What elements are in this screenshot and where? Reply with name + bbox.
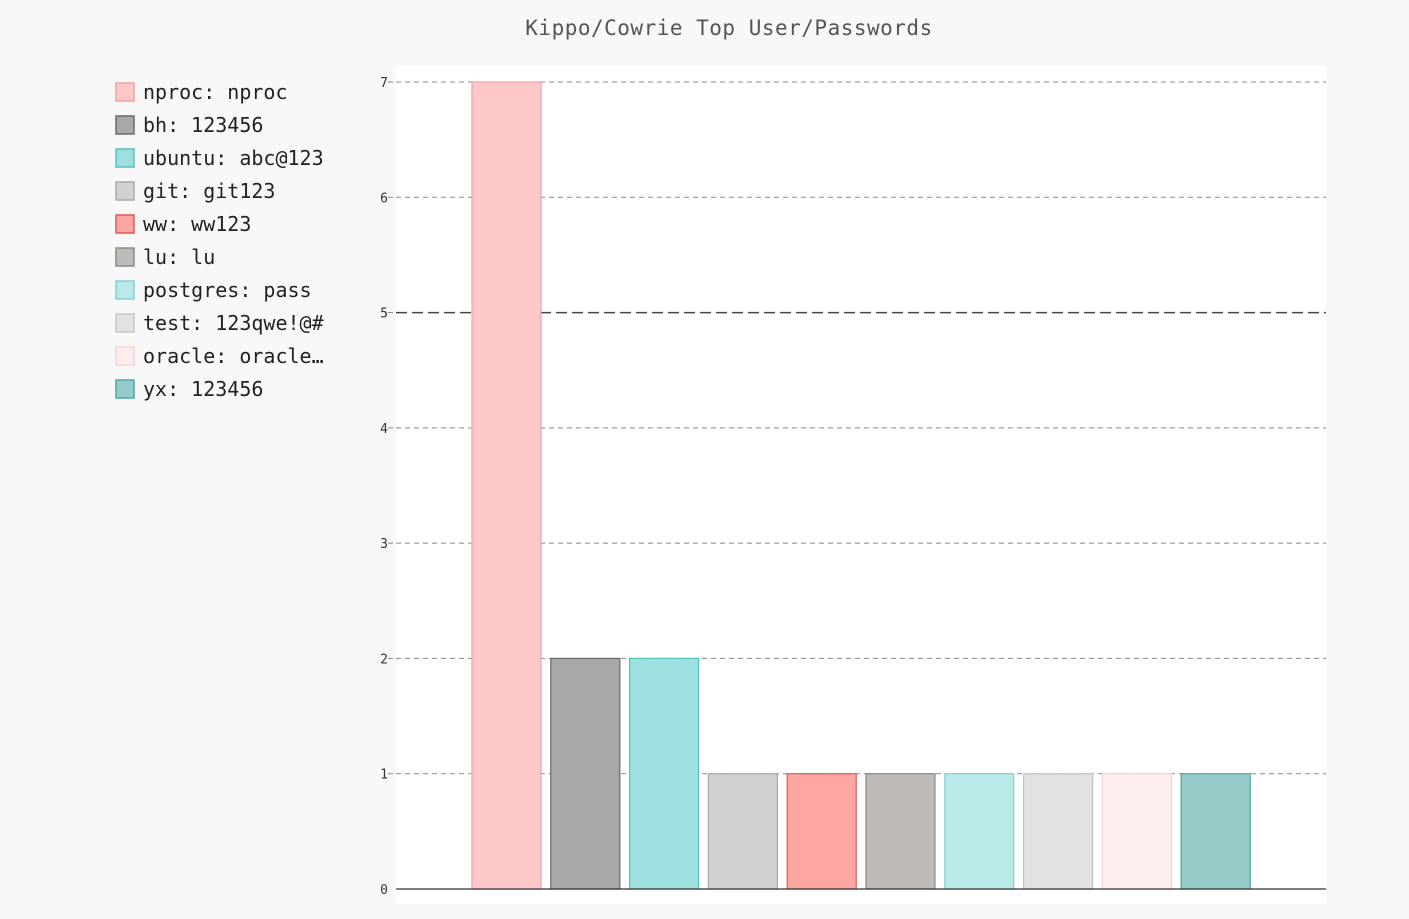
legend-label: oracle: oracle… — [143, 344, 324, 368]
legend-swatch — [115, 148, 135, 168]
legend-swatch — [115, 379, 135, 399]
bar — [865, 773, 936, 890]
legend-swatch — [115, 280, 135, 300]
bar — [1180, 773, 1251, 890]
legend-label: ubuntu: abc@123 — [143, 146, 324, 170]
bar — [550, 657, 621, 890]
legend: nproc: nproc bh: 123456 ubuntu: abc@123 git… — [115, 80, 324, 401]
bar — [1022, 773, 1094, 890]
legend-swatch — [115, 346, 135, 366]
bar — [707, 773, 779, 890]
legend-label: bh: 123456 — [143, 113, 263, 137]
y-tick-label: 1 — [380, 768, 388, 783]
legend-swatch — [115, 214, 135, 234]
legend-swatch — [115, 115, 135, 135]
bar — [1101, 773, 1173, 890]
axes: 0 1 2 3 4 5 6 7 — [380, 76, 1326, 898]
chart-title: Kippo/Cowrie Top User/Passwords — [525, 16, 932, 40]
y-tick-label: 5 — [380, 307, 388, 322]
legend-label: nproc: nproc — [143, 80, 288, 104]
y-tick-label: 3 — [380, 537, 388, 552]
legend-label: postgres: pass — [143, 278, 312, 302]
legend-label: ww: ww123 — [143, 212, 251, 236]
bar — [471, 81, 542, 890]
legend-label: test: 123qwe!@# — [143, 311, 324, 335]
y-tick-label: 7 — [380, 76, 388, 91]
legend-label: yx: 123456 — [143, 377, 263, 401]
legend-label: git: git123 — [143, 179, 275, 203]
bars — [471, 81, 1251, 890]
legend-swatch — [115, 82, 135, 102]
bar — [944, 773, 1015, 890]
bar — [628, 657, 700, 890]
legend-swatch — [115, 181, 135, 201]
bar — [786, 773, 857, 890]
legend-label: lu: lu — [143, 245, 215, 269]
y-tick-label: 6 — [380, 191, 388, 206]
y-tick-label: 2 — [380, 652, 388, 667]
y-tick-label: 4 — [380, 422, 388, 437]
legend-swatch — [115, 247, 135, 267]
y-tick-label: 0 — [380, 883, 388, 898]
legend-swatch — [115, 313, 135, 333]
